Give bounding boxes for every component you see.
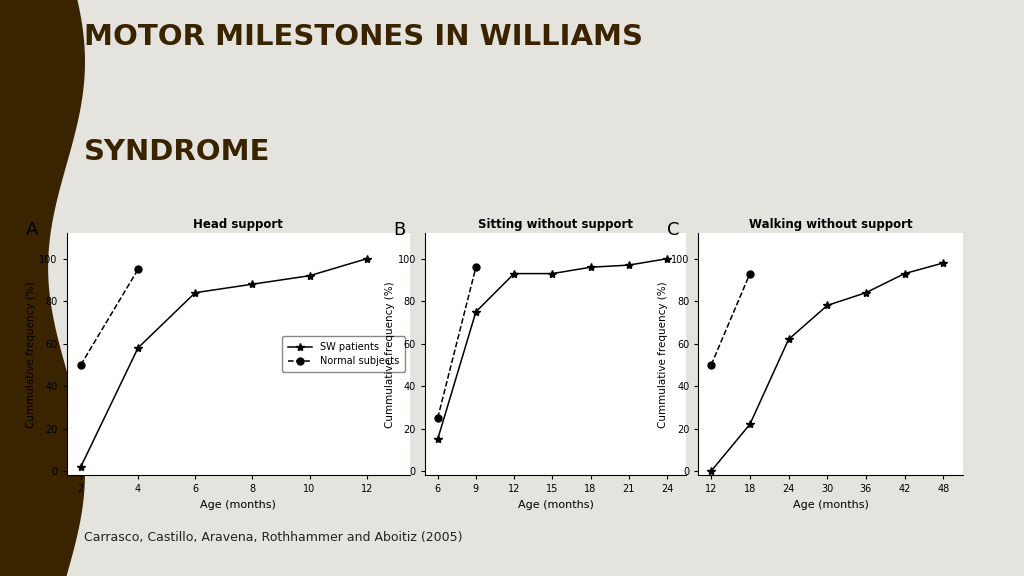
Title: Head support: Head support — [194, 218, 283, 231]
SW patients — [246, 281, 258, 287]
Line: SW patients: SW patients — [708, 259, 947, 475]
Y-axis label: Cummulative frequency (%): Cummulative frequency (%) — [385, 281, 395, 427]
Y-axis label: Cummulative frequency (%): Cummulative frequency (%) — [658, 281, 669, 427]
SW patients — [585, 264, 597, 271]
Polygon shape — [0, 0, 85, 576]
X-axis label: Age (months): Age (months) — [200, 500, 276, 510]
SW patients — [132, 344, 144, 351]
SW patients — [706, 468, 718, 475]
Title: Sitting without support: Sitting without support — [478, 218, 633, 231]
Normal subjects — [470, 264, 482, 271]
Text: A: A — [26, 221, 38, 239]
SW patients — [782, 336, 795, 343]
Text: Carrasco, Castillo, Aravena, Rothhammer and Aboitiz (2005): Carrasco, Castillo, Aravena, Rothhammer … — [84, 531, 463, 544]
SW patients — [546, 270, 558, 277]
SW patients — [431, 435, 443, 442]
Legend: SW patients, Normal subjects: SW patients, Normal subjects — [282, 336, 404, 372]
SW patients — [743, 421, 756, 428]
SW patients — [360, 255, 373, 262]
Line: Normal subjects: Normal subjects — [708, 270, 754, 368]
Normal subjects — [431, 415, 443, 422]
SW patients — [860, 289, 872, 296]
SW patients — [75, 463, 87, 470]
SW patients — [623, 262, 635, 268]
Normal subjects — [743, 270, 756, 277]
Normal subjects — [75, 361, 87, 368]
Text: B: B — [393, 221, 406, 239]
SW patients — [898, 270, 910, 277]
Normal subjects — [132, 266, 144, 273]
Line: Normal subjects: Normal subjects — [78, 266, 141, 368]
SW patients — [189, 289, 202, 296]
Text: C: C — [667, 221, 679, 239]
Text: MOTOR MILESTONES IN WILLIAMS: MOTOR MILESTONES IN WILLIAMS — [84, 23, 643, 51]
SW patients — [303, 272, 315, 279]
Y-axis label: Cummulative frequency (%): Cummulative frequency (%) — [27, 281, 37, 427]
SW patients — [508, 270, 520, 277]
X-axis label: Age (months): Age (months) — [793, 500, 868, 510]
SW patients — [937, 260, 949, 267]
SW patients — [470, 308, 482, 315]
SW patients — [660, 255, 673, 262]
SW patients — [821, 302, 834, 309]
Line: SW patients: SW patients — [433, 255, 671, 444]
Title: Walking without support: Walking without support — [749, 218, 912, 231]
Line: Normal subjects: Normal subjects — [434, 264, 479, 422]
X-axis label: Age (months): Age (months) — [517, 500, 594, 510]
Line: SW patients: SW patients — [77, 255, 371, 471]
Text: SYNDROME: SYNDROME — [84, 138, 270, 166]
Normal subjects — [706, 361, 718, 368]
